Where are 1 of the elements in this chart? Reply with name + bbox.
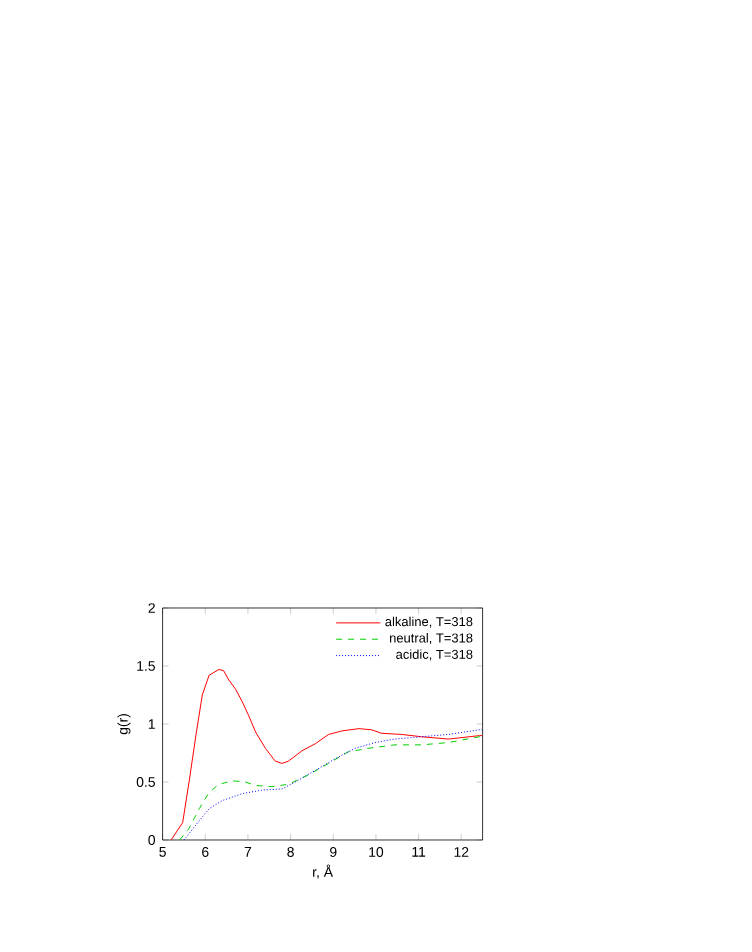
- line-series: [170, 668, 483, 840]
